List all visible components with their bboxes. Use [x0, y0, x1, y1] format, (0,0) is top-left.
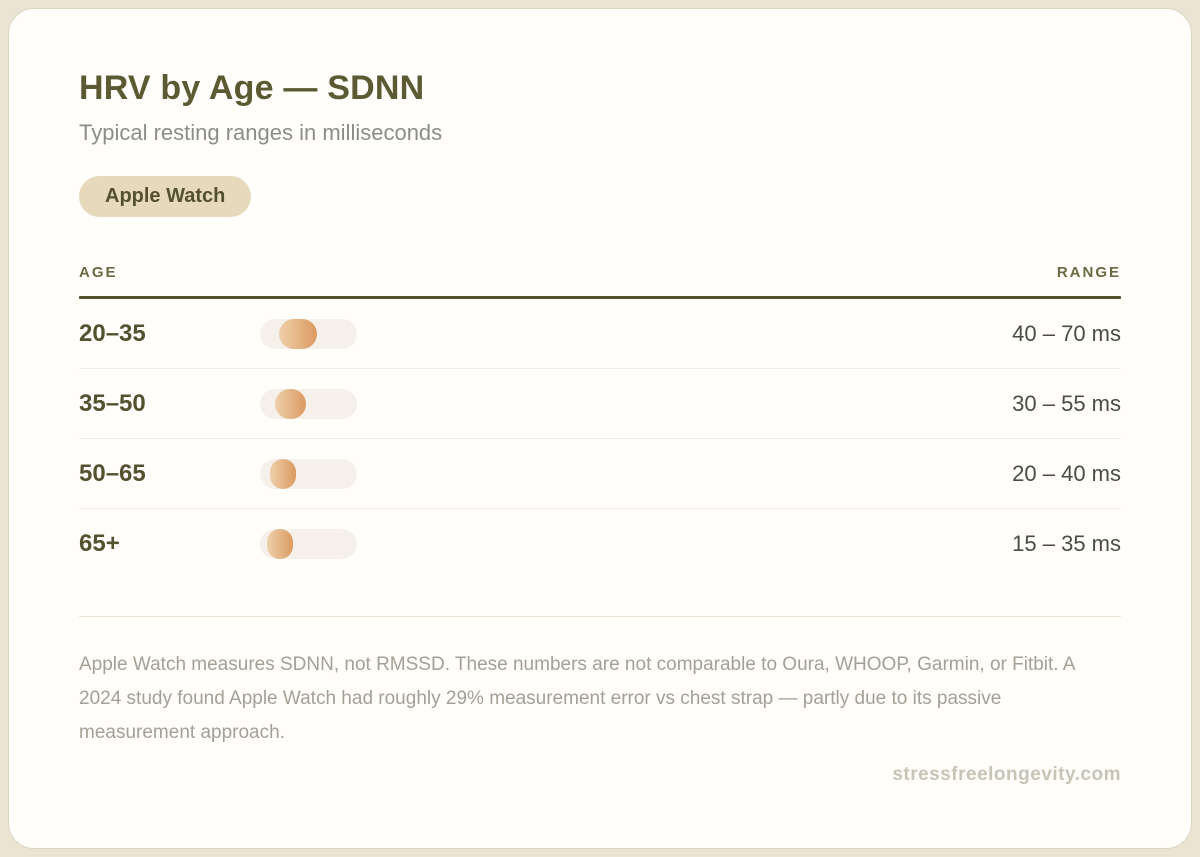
range-bar: [260, 388, 357, 419]
range-bar-fill: [274, 388, 307, 419]
page-title: HRV by Age — SDNN: [79, 69, 425, 107]
header-rule: [79, 296, 1121, 299]
age-label: 20–35: [79, 319, 146, 347]
range-value: 30 – 55 ms: [1012, 390, 1121, 416]
table-row: 35–50 30 – 55 ms: [79, 369, 1121, 439]
column-header-range: RANGE: [1056, 264, 1121, 281]
subtitle: Typical resting ranges in milliseconds: [79, 120, 443, 145]
table-row: 65+ 15 – 35 ms: [79, 509, 1121, 579]
hrv-table: 20–35 40 – 70 ms 35–50 30 – 55 ms 50–65 …: [79, 299, 1121, 579]
column-header-age: AGE: [79, 264, 118, 281]
range-value: 40 – 70 ms: [1012, 320, 1121, 346]
age-label: 50–65: [79, 459, 146, 487]
range-value: 20 – 40 ms: [1012, 460, 1121, 486]
table-row: 20–35 40 – 70 ms: [79, 299, 1121, 369]
range-bar-fill: [267, 529, 294, 559]
range-bar: [260, 458, 357, 489]
age-label: 35–50: [79, 389, 146, 417]
device-badge: Apple Watch: [79, 176, 252, 217]
table-row: 50–65 20 – 40 ms: [79, 439, 1121, 509]
range-bar-fill: [279, 318, 318, 349]
range-bar: [260, 529, 357, 559]
age-label: 65+: [79, 530, 120, 557]
range-bar: [260, 318, 357, 349]
footnote-text: Apple Watch measures SDNN, not RMSSD. Th…: [79, 654, 1075, 743]
hrv-card: HRV by Age — SDNN Typical resting ranges…: [8, 8, 1192, 849]
range-bar-fill: [269, 458, 296, 489]
site-credit: stressfreelongevity.com: [892, 764, 1121, 785]
footer-divider: [79, 616, 1121, 617]
range-value: 15 – 35 ms: [1012, 531, 1121, 556]
table-header: AGE RANGE: [79, 264, 1121, 281]
